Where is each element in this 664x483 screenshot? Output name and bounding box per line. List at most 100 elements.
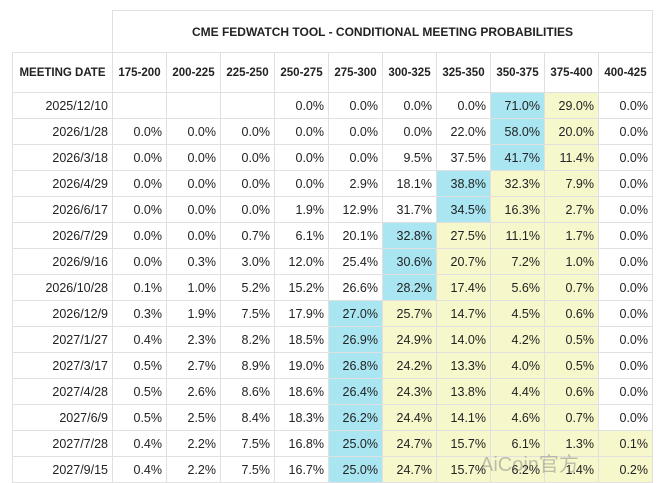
probability-cell: 34.5% [436,196,491,223]
probability-cell: 13.3% [436,352,491,379]
column-header: 400-425 [598,52,653,93]
probability-cell: 25.7% [382,300,437,327]
probability-cell: 2.5% [166,404,221,431]
probability-cell: 0.0% [166,118,221,145]
meeting-date: 2026/6/17 [12,196,113,223]
probability-cell: 4.4% [490,378,545,405]
meeting-date: 2026/1/28 [12,118,113,145]
probability-cell: 0.5% [112,352,167,379]
probability-cell: 0.1% [598,430,653,457]
table-row: 2027/6/9 0.5% 2.5% 8.4% 18.3% 26.2% 24.4% 14.1%… [12,404,653,431]
probability-cell: 0.0% [220,196,275,223]
probability-cell: 18.5% [274,326,329,353]
probability-cell: 0.0% [598,248,653,275]
probability-cell: 15.7% [436,430,491,457]
meeting-date: 2027/4/28 [12,378,113,405]
column-header: 275-300 [328,52,383,93]
probability-cell [220,92,275,119]
probability-cell: 28.2% [382,274,437,301]
probability-cell: 0.0% [598,274,653,301]
probability-cell: 8.4% [220,404,275,431]
title-row: CME FEDWATCH TOOL - CONDITIONAL MEETING … [13,10,653,53]
table-row: 2026/6/17 0.0% 0.0% 0.0% 1.9% 12.9% 31.7% 34.5%… [12,196,653,223]
probability-cell: 25.4% [328,248,383,275]
column-header: 300-325 [382,52,437,93]
probability-cell: 0.5% [112,404,167,431]
column-header: MEETING DATE [12,52,113,93]
probability-cell: 7.9% [544,170,599,197]
probability-cell: 26.2% [328,404,383,431]
probability-cell: 0.0% [598,144,653,171]
probability-cell: 8.9% [220,352,275,379]
probability-cell: 0.0% [220,170,275,197]
probability-cell: 5.2% [220,274,275,301]
probability-cell: 0.0% [328,118,383,145]
probability-cell: 9.5% [382,144,437,171]
column-header: 225-250 [220,52,275,93]
probability-cell [166,92,221,119]
probability-cell: 16.3% [490,196,545,223]
probability-cell: 5.6% [490,274,545,301]
probability-cell: 17.4% [436,274,491,301]
probability-cell: 26.9% [328,326,383,353]
probability-cell: 14.1% [436,404,491,431]
probability-cell: 7.2% [490,248,545,275]
probability-cell: 0.0% [112,118,167,145]
probability-cell: 18.1% [382,170,437,197]
table-row: 2027/1/27 0.4% 2.3% 8.2% 18.5% 26.9% 24.9% 14.0… [12,326,653,353]
probability-cell: 24.9% [382,326,437,353]
table-row: 2027/9/15 0.4% 2.2% 7.5% 16.7% 25.0% 24.7% 15.7… [12,456,653,483]
probability-cell: 4.5% [490,300,545,327]
probability-cell: 16.8% [274,430,329,457]
probability-cell: 58.0% [490,118,545,145]
probability-cell: 0.0% [220,118,275,145]
probability-cell: 7.5% [220,456,275,483]
probability-cell: 0.0% [112,222,167,249]
probability-cell: 0.0% [166,196,221,223]
probability-cell: 37.5% [436,144,491,171]
column-header-row: MEETING DATE 175-200 200-225 225-250 250-275… [12,52,653,93]
probability-cell: 24.2% [382,352,437,379]
probability-cell: 0.0% [220,144,275,171]
probability-cell: 0.2% [598,456,653,483]
probability-cell: 0.0% [598,326,653,353]
column-header: 350-375 [490,52,545,93]
probability-cell: 0.3% [112,300,167,327]
table-row: 2026/4/29 0.0% 0.0% 0.0% 0.0% 2.9% 18.1% 38.8% 3… [12,170,653,197]
table-row: 2026/10/28 0.1% 1.0% 5.2% 15.2% 26.6% 28.2% 17.… [12,274,653,301]
probability-cell: 7.5% [220,430,275,457]
probability-cell: 24.7% [382,430,437,457]
probability-cell: 0.0% [166,222,221,249]
probability-cell: 0.0% [598,170,653,197]
probability-cell: 2.3% [166,326,221,353]
table-row: 2027/7/28 0.4% 2.2% 7.5% 16.8% 25.0% 24.7% 15.7… [12,430,653,457]
probability-cell: 20.1% [328,222,383,249]
blank-cell [13,11,113,53]
probability-cell: 15.2% [274,274,329,301]
meeting-date: 2026/7/29 [12,222,113,249]
probability-cell: 0.0% [598,222,653,249]
probability-cell: 22.0% [436,118,491,145]
probability-cell: 0.4% [112,456,167,483]
probability-cell: 32.3% [490,170,545,197]
meeting-date: 2026/4/29 [12,170,113,197]
probability-cell: 0.0% [382,92,437,119]
probability-cell: 11.4% [544,144,599,171]
probability-cell: 25.0% [328,430,383,457]
probability-cell: 13.8% [436,378,491,405]
column-header: 200-225 [166,52,221,93]
probability-cell: 8.2% [220,326,275,353]
column-header: 325-350 [436,52,491,93]
probability-cell: 12.9% [328,196,383,223]
meeting-date: 2027/7/28 [12,430,113,457]
column-header: 375-400 [544,52,599,93]
probability-cell: 0.0% [112,196,167,223]
meeting-date: 2026/3/18 [12,144,113,171]
table-row: 2026/12/9 0.3% 1.9% 7.5% 17.9% 27.0% 25.7% 14.7… [12,300,653,327]
probability-cell: 12.0% [274,248,329,275]
probability-cell: 0.0% [598,378,653,405]
probability-cell: 0.5% [544,352,599,379]
probability-cell: 2.2% [166,430,221,457]
probability-cell: 27.0% [328,300,383,327]
probability-cell: 4.6% [490,404,545,431]
